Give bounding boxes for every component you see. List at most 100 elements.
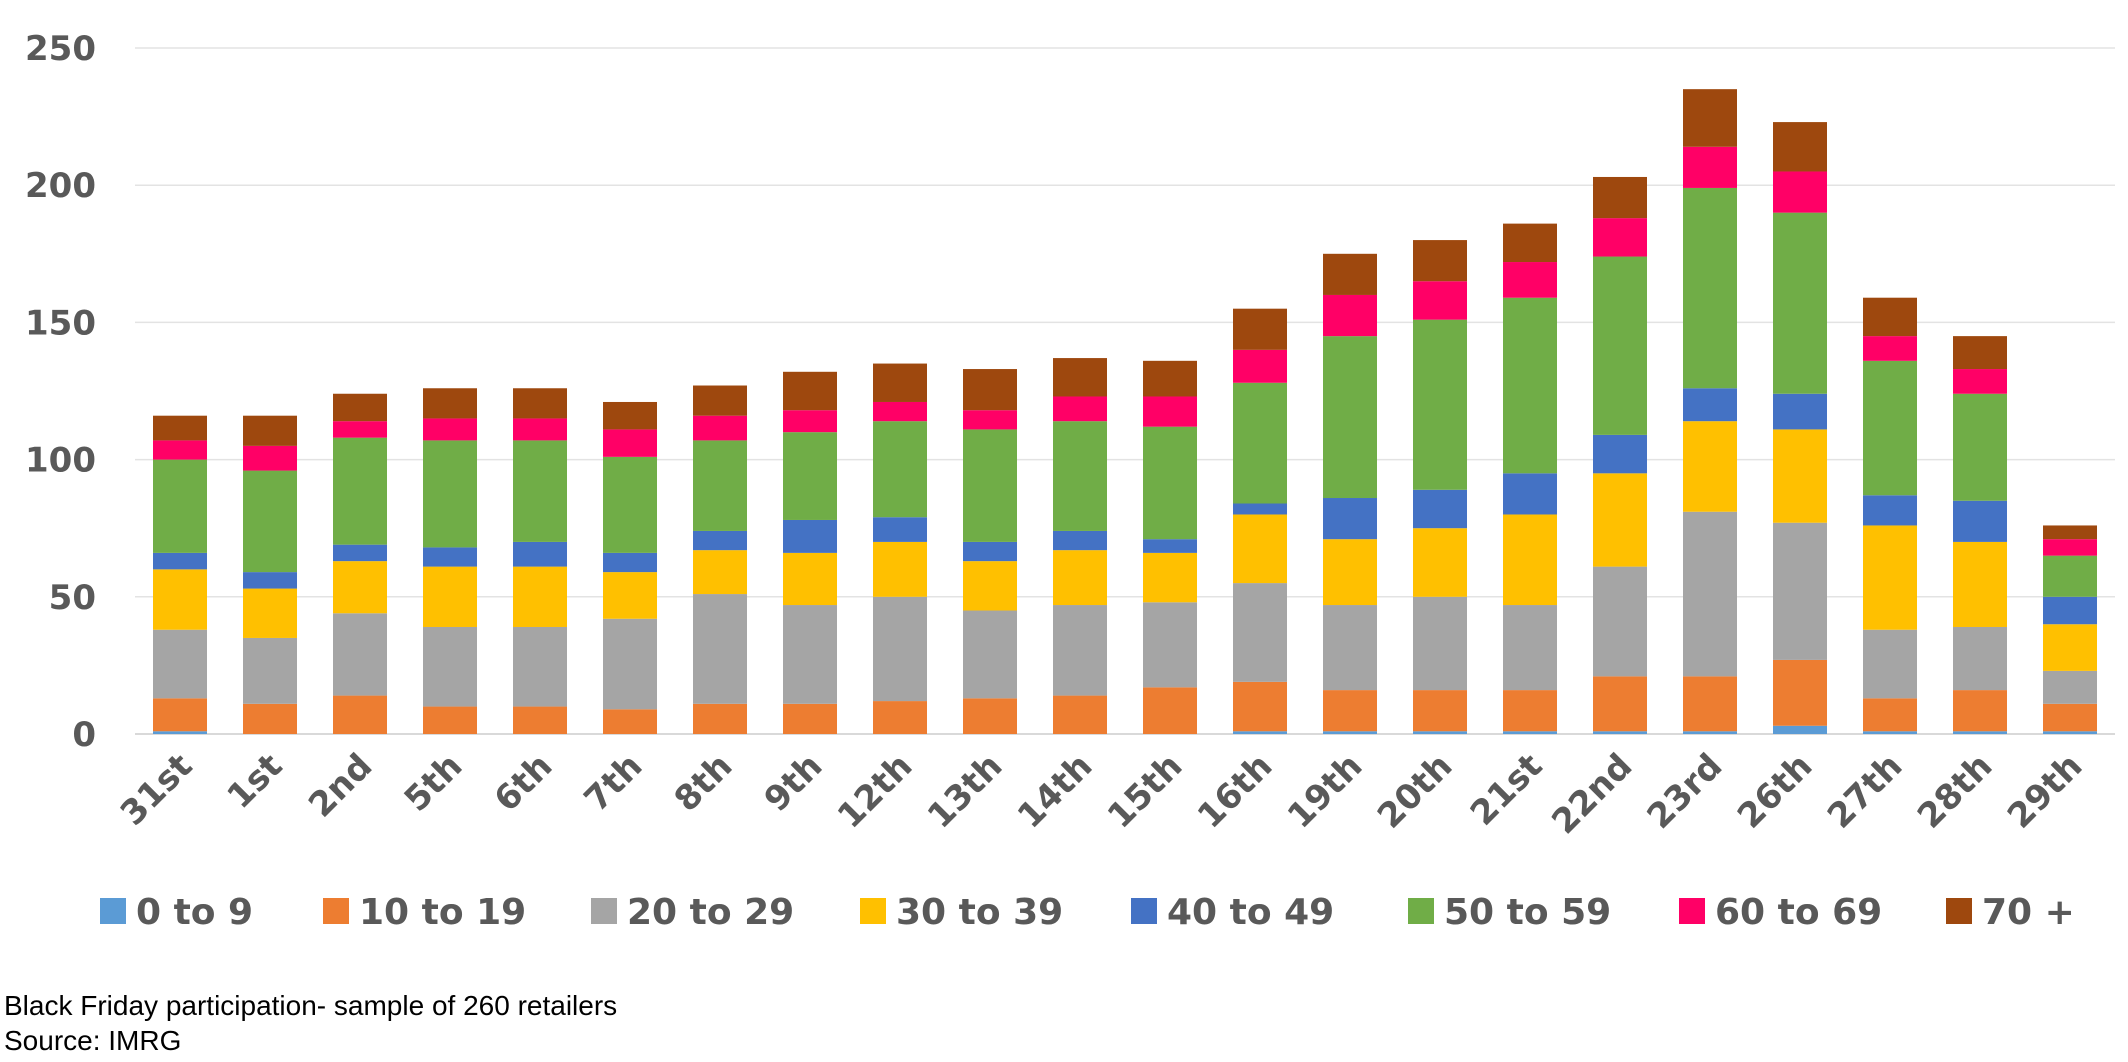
bar-segment (153, 698, 207, 732)
bar-segment (1053, 605, 1107, 696)
bar-segment (873, 363, 927, 402)
bar-segment (693, 594, 747, 704)
bar-segment (1503, 514, 1557, 606)
bar-segment (693, 415, 747, 441)
bar-segment (963, 561, 1017, 611)
x-tick-label: 15th (1100, 746, 1190, 836)
bar-segment (1503, 297, 1557, 474)
bar-segment (1053, 695, 1107, 734)
bar-segment (1233, 514, 1287, 584)
bar-segment (1593, 434, 1647, 474)
bar-segment (1773, 393, 1827, 430)
bar-segment (513, 626, 567, 707)
bar-segment (783, 432, 837, 520)
bar-segment (2043, 731, 2097, 734)
legend-swatch (323, 898, 349, 924)
x-tick-label: 22nd (1544, 746, 1640, 842)
bar-segment (1503, 731, 1557, 734)
bar-segment (1413, 596, 1467, 691)
bar-segment (873, 701, 927, 734)
legend: 0 to 9 10 to 19 20 to 29 30 to 39 40 to 49 50… (100, 892, 2075, 933)
bar-segment (153, 569, 207, 630)
legend-swatch (1408, 898, 1434, 924)
bar-segment (2043, 525, 2097, 540)
legend-label: 50 to 59 (1444, 892, 1611, 933)
x-tick-label: 23rd (1640, 746, 1731, 837)
bar-segment (1593, 176, 1647, 219)
bar-segment (1593, 731, 1647, 734)
bar-segment (1503, 223, 1557, 263)
bar-segment (1773, 659, 1827, 726)
bar-segment (1953, 541, 2007, 627)
bar-segment (1863, 360, 1917, 496)
bar-segment (423, 626, 477, 707)
bar-segment (1953, 500, 2007, 542)
bar-segment (1683, 676, 1737, 732)
bar-segment (963, 610, 1017, 699)
bar-segment (1413, 240, 1467, 282)
bar-segment (1413, 489, 1467, 529)
bar-segment (1233, 503, 1287, 515)
bar-segment (243, 572, 297, 589)
x-tick-label: 13th (920, 746, 1010, 836)
bar-segment (1413, 281, 1467, 320)
bar-segment (423, 706, 477, 734)
legend-label: 70 + (1982, 892, 2075, 933)
bar-segment (1863, 297, 1917, 337)
bar-segment (783, 410, 837, 433)
bar-segment (1413, 690, 1467, 732)
x-tick-label: 8th (667, 746, 741, 820)
bar-segment (1593, 473, 1647, 567)
bar-segment (153, 731, 207, 734)
legend-swatch (860, 898, 886, 924)
bar-segment (2043, 555, 2097, 597)
bar-segment (153, 415, 207, 441)
x-tick-label: 20th (1370, 746, 1460, 836)
chart-caption: Black Friday participation- sample of 26… (4, 990, 618, 1021)
bar-segment (1773, 171, 1827, 213)
bar-segment (513, 566, 567, 627)
bar-segment (1773, 429, 1827, 523)
bar-segment (423, 440, 477, 548)
bar-segment (603, 618, 657, 710)
legend-swatch (1946, 898, 1972, 924)
bar-segment (1863, 495, 1917, 526)
bar-segment (963, 541, 1017, 562)
bar-segment (1503, 690, 1557, 732)
bar-segment (1233, 583, 1287, 682)
bar-segment (153, 459, 207, 553)
bar-segment (1323, 605, 1377, 691)
bar-segment (1143, 360, 1197, 397)
bar-segment (1413, 319, 1467, 490)
bar-segment (1053, 421, 1107, 531)
bar-segment (1953, 690, 2007, 732)
y-tick-label: 150 (25, 303, 96, 343)
bar-segment (1143, 539, 1197, 553)
bar-segment (1593, 676, 1647, 732)
x-tick-label: 14th (1010, 746, 1100, 836)
bar-segment (153, 440, 207, 460)
bar-segment (333, 695, 387, 734)
x-tick-label: 7th (577, 746, 651, 820)
bar-segment (783, 703, 837, 734)
bar-segment (243, 415, 297, 446)
bar-segment (1683, 187, 1737, 389)
bar-segment (693, 703, 747, 734)
bar-segment (603, 552, 657, 573)
legend-label: 20 to 29 (627, 892, 794, 933)
bar-segment (423, 388, 477, 419)
x-tick-label: 21st (1463, 746, 1551, 834)
bar-segment (243, 637, 297, 704)
bar-segment (423, 547, 477, 567)
y-tick-label: 50 (49, 578, 96, 618)
bar-segment (1863, 336, 1917, 361)
bar-segment (873, 596, 927, 702)
bar-segment (603, 456, 657, 553)
x-tick-label: 6th (487, 746, 561, 820)
bar-segment (1233, 681, 1287, 732)
bar-segment (1413, 731, 1467, 734)
bar-segment (1593, 566, 1647, 677)
bar-segment (1323, 539, 1377, 606)
bar-segment (1593, 256, 1647, 435)
bar-segment (1323, 498, 1377, 540)
